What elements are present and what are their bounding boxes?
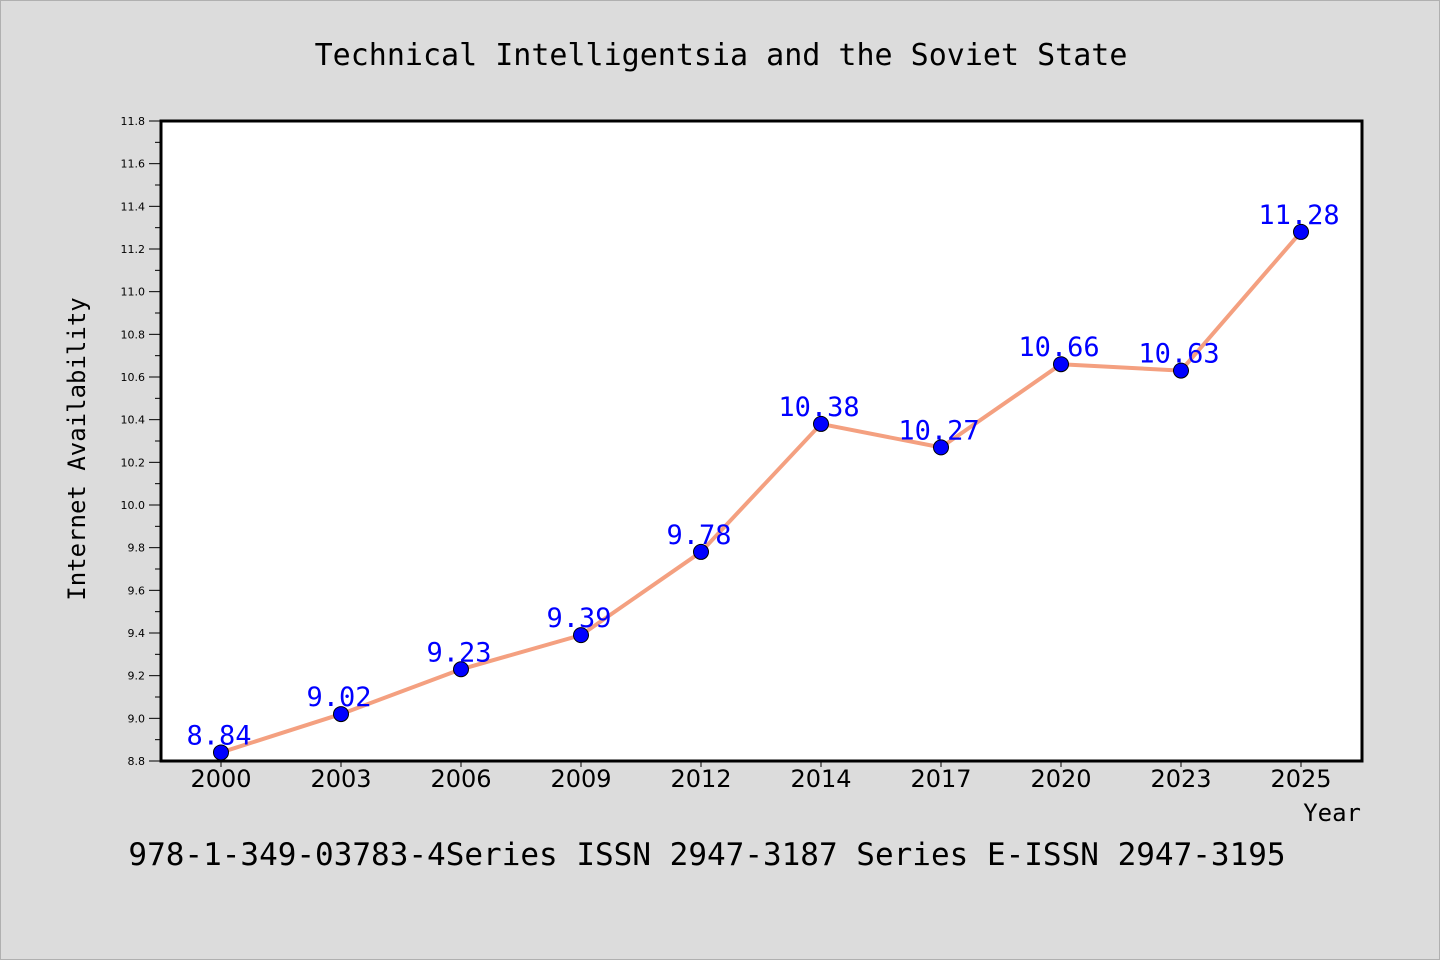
data-label: 8.84 [186, 720, 251, 751]
data-point-marker [933, 439, 949, 456]
y-axis-label: Internet Availability [63, 297, 91, 600]
data-point-marker [453, 661, 469, 678]
data-label: 11.28 [1258, 200, 1339, 231]
y-tick-label: 8.8 [128, 755, 146, 768]
y-tick-label: 10.2 [121, 456, 146, 469]
data-point-marker [1173, 362, 1189, 379]
data-point-marker [1053, 356, 1069, 373]
y-tick-label: 10.0 [121, 499, 146, 512]
chart-title: Technical Intelligentsia and the Soviet … [315, 38, 1128, 73]
data-point-marker [573, 627, 589, 644]
data-label: 10.27 [898, 415, 979, 446]
data-point-marker [693, 543, 709, 560]
data-label: 9.39 [546, 603, 611, 634]
x-tick-label: 2009 [550, 765, 611, 793]
y-tick-label: 9.8 [128, 542, 146, 555]
data-label: 9.02 [306, 682, 371, 713]
data-label: 10.38 [778, 392, 859, 423]
y-tick-label: 10.8 [121, 328, 146, 341]
y-tick-label: 11.8 [121, 115, 146, 128]
data-label: 9.78 [666, 520, 731, 551]
plot-area [159, 119, 1364, 763]
data-label: 9.23 [426, 637, 491, 668]
y-axis: 8.8 9.0 9.2 9.4 9.6 9.8 10.0 10.2 10.4 10.6 10.8 11… [121, 115, 161, 768]
x-axis-label: Year [1303, 799, 1361, 827]
y-tick-label: 9.6 [128, 584, 146, 597]
x-tick-label: 2012 [670, 765, 731, 793]
x-axis: 2000 2003 2006 2009 2012 2014 2017 2020 2023 2025 [190, 761, 1332, 793]
y-tick-label: 11.0 [121, 286, 146, 299]
y-tick-label: 9.4 [128, 627, 146, 640]
x-tick-label: 2017 [910, 765, 971, 793]
x-tick-label: 2000 [190, 765, 251, 793]
footer-isbn-text: 978-1-349-03783-4Series ISSN 2947-3187 S… [128, 837, 1285, 873]
x-tick-label: 2023 [1150, 765, 1211, 793]
x-tick-label: 2003 [310, 765, 371, 793]
y-tick-label: 10.6 [121, 371, 146, 384]
data-point-marker [1293, 223, 1309, 240]
x-tick-label: 2006 [430, 765, 491, 793]
data-label: 10.66 [1018, 332, 1099, 363]
y-tick-label: 11.4 [121, 200, 146, 213]
y-tick-label: 11.2 [121, 243, 146, 256]
y-tick-label: 9.2 [128, 670, 146, 683]
data-label: 10.63 [1138, 339, 1219, 370]
x-tick-label: 2014 [790, 765, 851, 793]
x-tick-label: 2025 [1270, 765, 1331, 793]
x-tick-label: 2020 [1030, 765, 1091, 793]
y-tick-label: 9.0 [128, 712, 146, 725]
data-point-marker [813, 415, 829, 432]
y-tick-label: 10.4 [121, 414, 146, 427]
series-polyline [220, 230, 1303, 755]
y-tick-label: 11.6 [121, 158, 146, 171]
data-point-marker [333, 706, 349, 723]
series-line: 8.84 9.02 9.23 9.39 9.78 10.38 10.27 10.66 10.63… [186, 200, 1340, 761]
data-point-marker [213, 744, 229, 761]
